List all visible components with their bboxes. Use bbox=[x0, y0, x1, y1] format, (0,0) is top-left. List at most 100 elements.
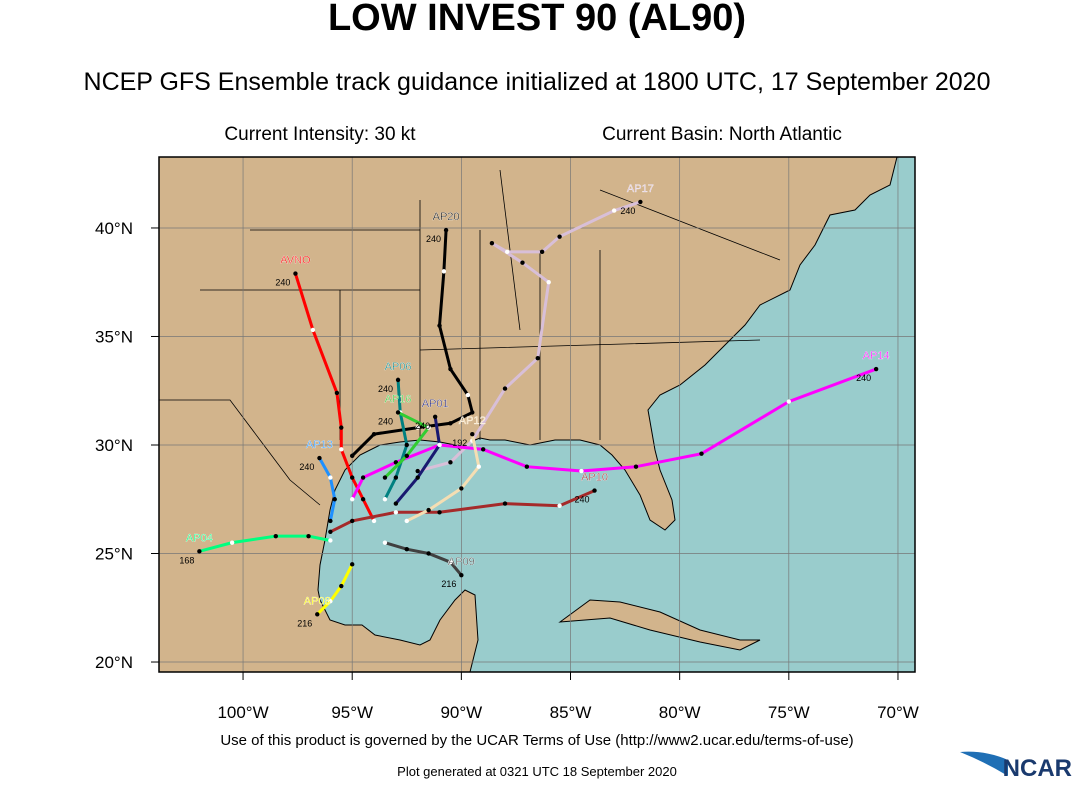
track-point bbox=[393, 475, 399, 480]
track-hour: 240 bbox=[426, 234, 441, 244]
track-point bbox=[273, 533, 278, 539]
track bbox=[383, 411, 431, 479]
track-point bbox=[470, 410, 475, 415]
track-point bbox=[393, 501, 399, 506]
track-point bbox=[350, 518, 355, 524]
track-name: AP01 bbox=[422, 398, 449, 410]
ocean bbox=[317, 157, 915, 672]
track-hour: 240 bbox=[620, 206, 635, 216]
track-point bbox=[448, 559, 453, 565]
track-point bbox=[328, 538, 333, 543]
track-point bbox=[360, 497, 366, 502]
frame bbox=[158, 156, 916, 673]
track-point bbox=[699, 451, 704, 456]
track-point bbox=[535, 355, 540, 361]
track-point bbox=[393, 460, 399, 465]
track-point bbox=[404, 546, 409, 552]
track bbox=[294, 273, 376, 522]
track-point bbox=[293, 271, 298, 276]
track-name: AP09 bbox=[448, 556, 475, 568]
track-point bbox=[382, 497, 388, 502]
lat-tick-label: 20°N bbox=[95, 653, 133, 672]
track-point bbox=[437, 510, 442, 515]
track-point bbox=[310, 327, 316, 333]
track-name: AP06 bbox=[385, 361, 412, 373]
track-name: AP16 bbox=[385, 393, 412, 405]
subtitle: NCEP GFS Ensemble track guidance initial… bbox=[84, 68, 991, 96]
track-point bbox=[371, 518, 377, 524]
track-point bbox=[332, 497, 337, 502]
lon-tick-label: 80°W bbox=[659, 703, 701, 722]
track-hour: 240 bbox=[856, 373, 871, 383]
cuba bbox=[558, 599, 761, 651]
track-point bbox=[437, 323, 442, 328]
track-name: AP17 bbox=[627, 183, 654, 195]
lon-tick-label: 70°W bbox=[877, 703, 919, 722]
track-point bbox=[557, 234, 562, 239]
track-point bbox=[520, 260, 525, 265]
track-point bbox=[448, 366, 453, 372]
lon-tick-label: 90°W bbox=[440, 703, 482, 722]
track-hour: 216 bbox=[297, 618, 312, 628]
track-point bbox=[404, 442, 409, 448]
track-name: AP10 bbox=[581, 472, 608, 484]
track-point bbox=[470, 431, 475, 437]
track-hour: 168 bbox=[179, 555, 194, 565]
track-name: AP04 bbox=[186, 532, 213, 544]
track-hour: 240 bbox=[299, 462, 314, 472]
track-point bbox=[395, 410, 401, 415]
lon-tick-label: 75°W bbox=[768, 703, 810, 722]
track bbox=[316, 563, 354, 616]
track-point bbox=[633, 464, 639, 469]
track-point bbox=[339, 447, 344, 452]
track-point bbox=[360, 475, 366, 480]
track-point bbox=[334, 390, 340, 396]
lon-tick-label: 85°W bbox=[550, 703, 592, 722]
track-point bbox=[502, 501, 508, 506]
track-point bbox=[557, 503, 562, 508]
track-name: AVNO bbox=[280, 255, 311, 267]
track-point bbox=[393, 510, 399, 515]
track-point bbox=[546, 280, 551, 285]
track-point bbox=[339, 583, 344, 589]
track-point bbox=[489, 240, 495, 246]
track-point bbox=[426, 425, 431, 430]
track-point bbox=[328, 529, 333, 535]
lat-tick-label: 25°N bbox=[95, 545, 133, 564]
track-point bbox=[404, 518, 409, 524]
track-point bbox=[328, 599, 333, 604]
track bbox=[351, 230, 475, 457]
track-point bbox=[382, 540, 388, 545]
track-point bbox=[317, 455, 322, 461]
track-hour: 240 bbox=[378, 384, 393, 394]
intensity: Current Intensity: 30 kt bbox=[224, 124, 416, 145]
track-name: AP12 bbox=[459, 415, 486, 427]
track-point bbox=[415, 475, 420, 480]
track-point bbox=[443, 227, 449, 233]
lon-tick-label: 95°W bbox=[331, 703, 373, 722]
track-point bbox=[229, 540, 235, 545]
track-point bbox=[432, 414, 438, 419]
lat-tick-label: 30°N bbox=[95, 436, 133, 455]
generated: Plot generated at 0321 UTC 18 September … bbox=[397, 764, 677, 779]
track-point bbox=[441, 269, 447, 274]
track-point bbox=[197, 549, 202, 554]
track-point bbox=[539, 249, 545, 255]
track-point bbox=[371, 431, 377, 437]
track-point bbox=[579, 468, 584, 474]
logo-mark bbox=[960, 751, 1008, 776]
track-name: AP20 bbox=[433, 211, 460, 223]
track-name: AP14 bbox=[863, 350, 890, 362]
track-point bbox=[415, 425, 420, 430]
track-point bbox=[339, 425, 344, 430]
track-point bbox=[306, 533, 311, 539]
track bbox=[318, 457, 337, 522]
track-point bbox=[350, 497, 355, 502]
lon-tick-label: 100°W bbox=[217, 703, 268, 722]
track-point bbox=[786, 399, 792, 404]
track-point bbox=[459, 486, 464, 491]
map-area: AVNO 240 AP20 240 AP17 240 AP14 240 AP10 240 AP04 1… bbox=[159, 157, 915, 672]
terms: Use of this product is governed by the U… bbox=[220, 732, 853, 749]
track-hour: 240 bbox=[378, 416, 393, 426]
track-point bbox=[480, 447, 486, 452]
